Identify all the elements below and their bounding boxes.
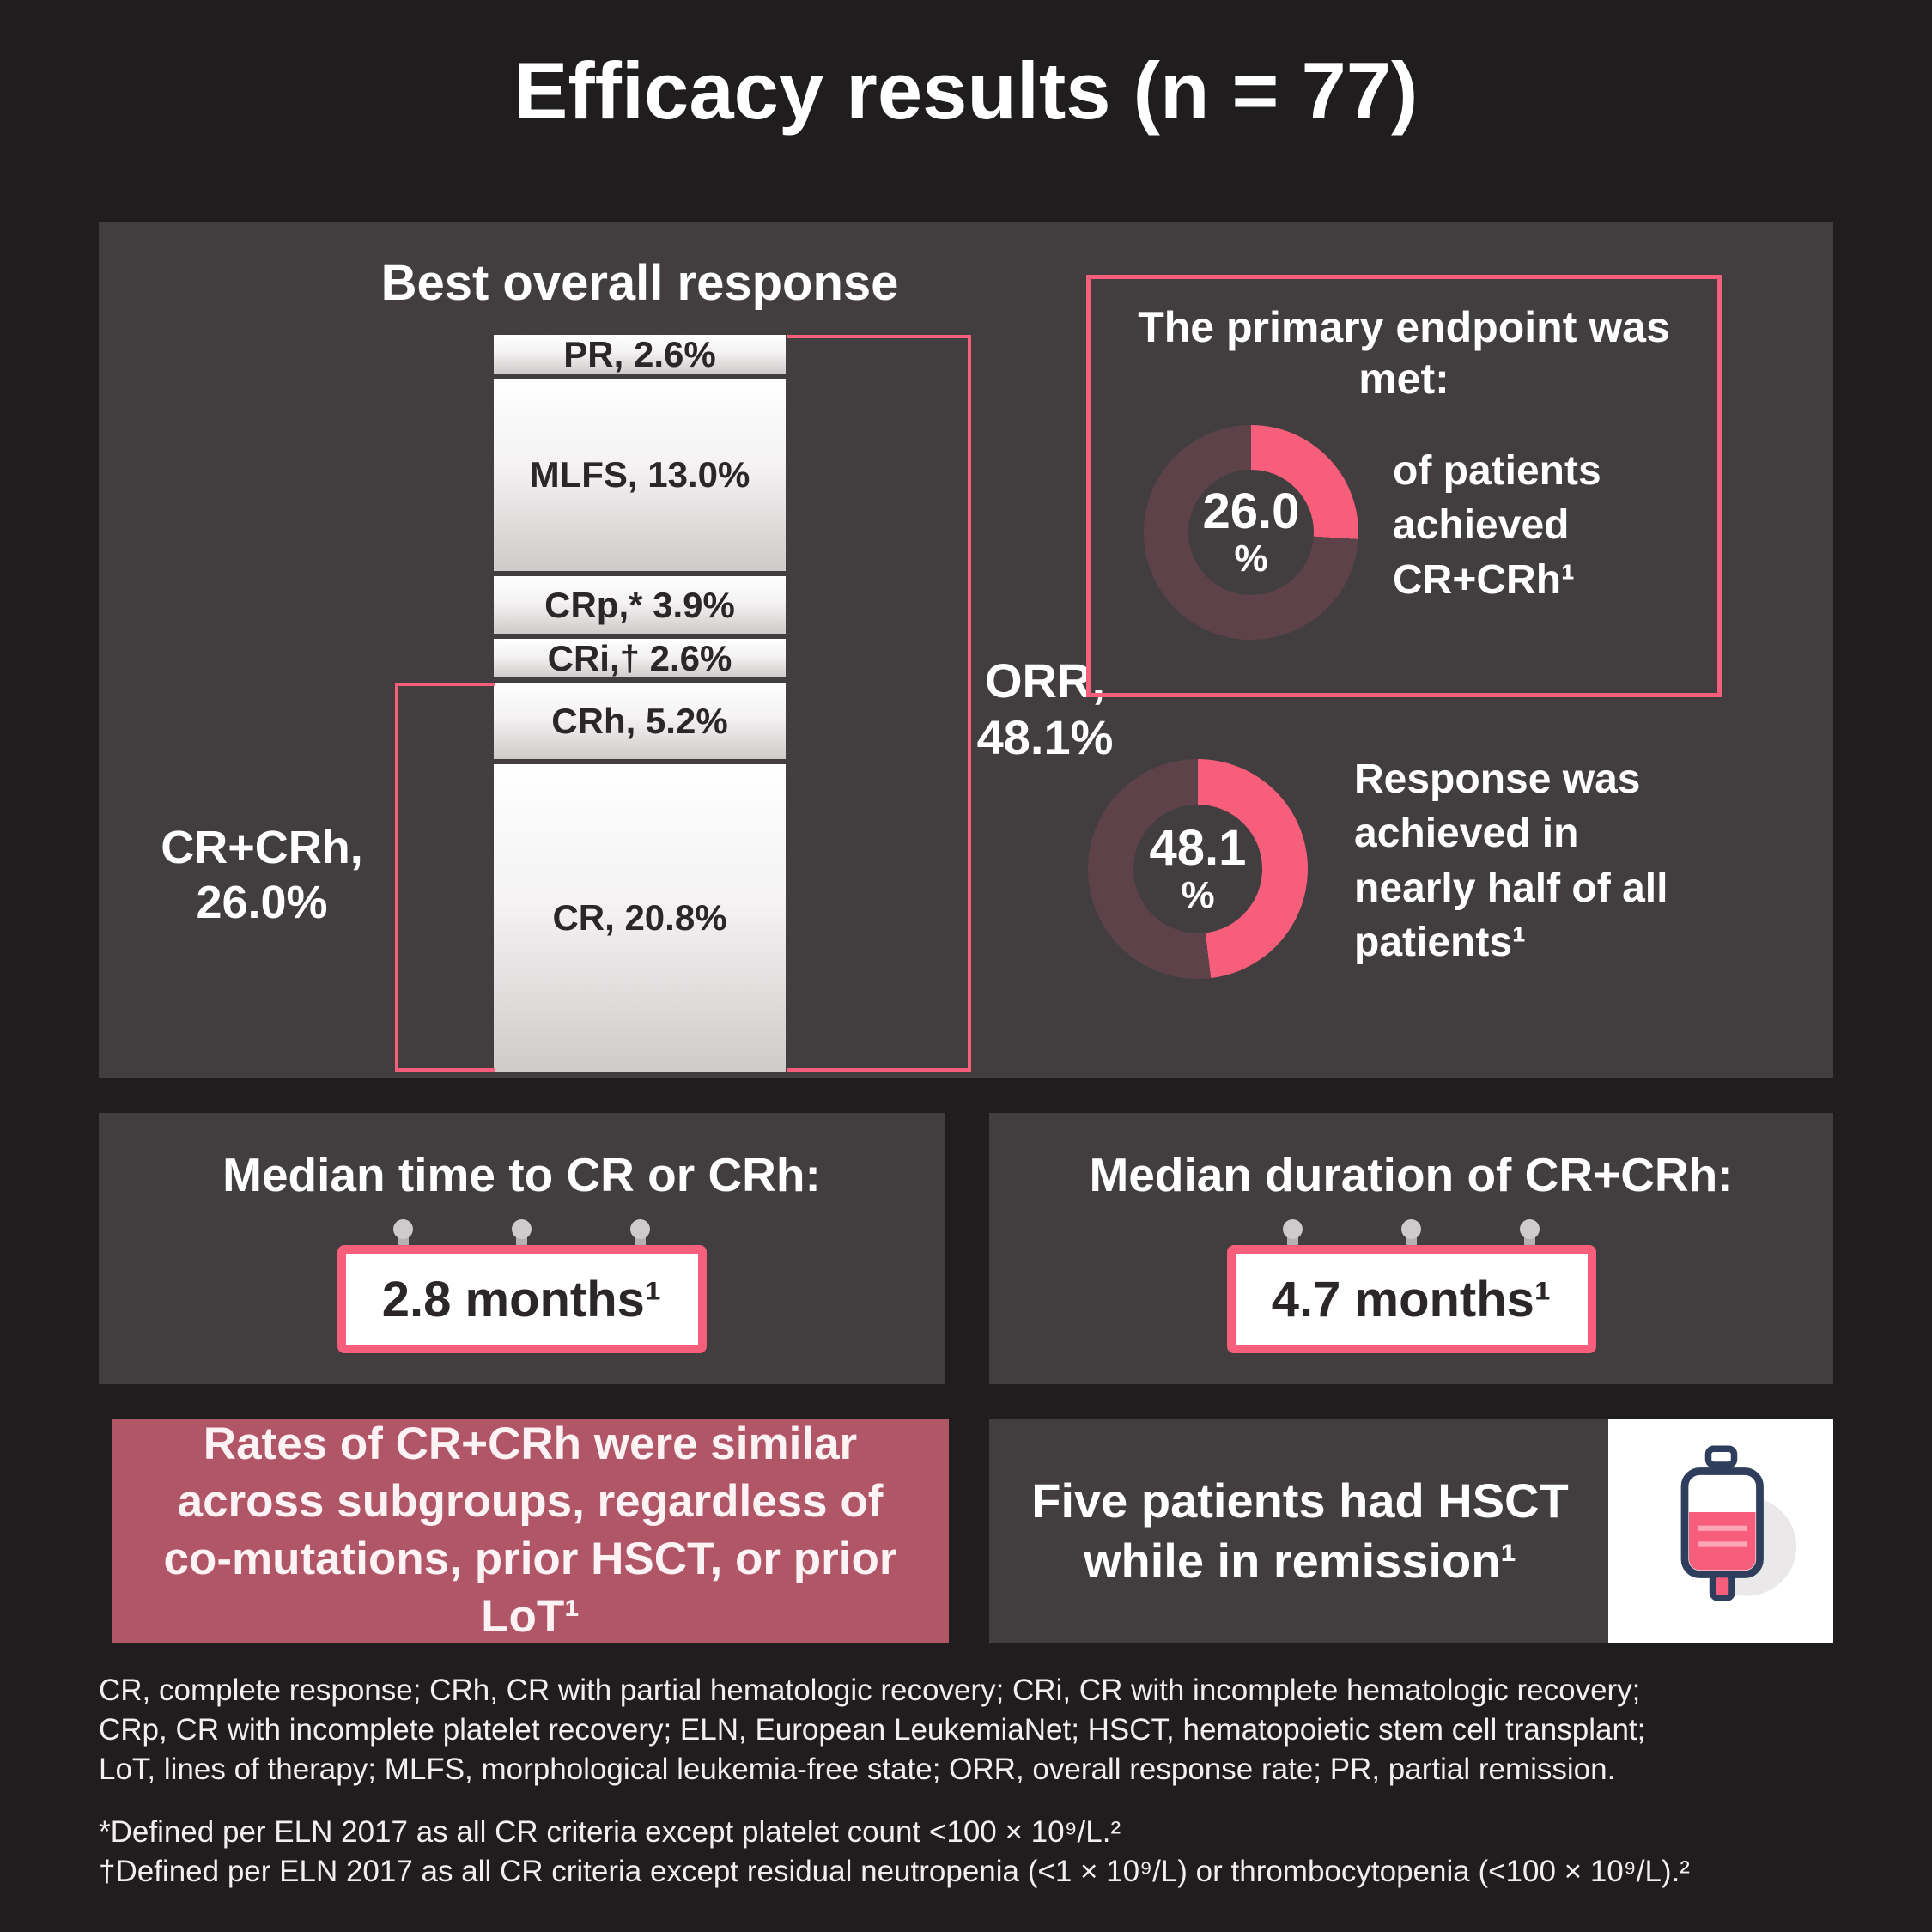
bar-segment-crh: CRh, 5.2% bbox=[494, 683, 786, 759]
bar-segment-cri: CRi,† 2.6% bbox=[494, 639, 786, 677]
donut-value: 26.0 bbox=[1202, 483, 1300, 539]
bar-segment-label: CRi,† 2.6% bbox=[547, 637, 732, 678]
donut-center-label: 48.1 % bbox=[1088, 759, 1308, 979]
hsct-sentence: Five patients had HSCT while in remissio… bbox=[999, 1471, 1601, 1591]
iv-bag-icon bbox=[1680, 1445, 1796, 1601]
donut-hole bbox=[1133, 805, 1262, 933]
cr-crh-label-line1: CR+CRh, bbox=[161, 822, 363, 873]
bar-segment-crp: CRp,* 3.9% bbox=[494, 576, 786, 634]
footnotes: CR, complete response; CRh, CR with part… bbox=[99, 1671, 1850, 1892]
abbreviations-block: CR, complete response; CRh, CR with part… bbox=[99, 1671, 1850, 1790]
donut-hole bbox=[1188, 470, 1314, 595]
donut-value: 48.1 bbox=[1149, 820, 1247, 876]
bar-segment-label: CR, 20.8% bbox=[552, 897, 727, 938]
subgroups-callout: Rates of CR+CRh were similar across subg… bbox=[112, 1419, 949, 1643]
median-time-value: 2.8 months¹ bbox=[337, 1245, 707, 1353]
cr-crh-bracket bbox=[395, 683, 495, 1072]
page-title: Efficacy results (n = 77) bbox=[513, 46, 1419, 136]
orr-bracket-label: ORR, 48.1% bbox=[916, 653, 1174, 766]
hsct-rest: patients had HSCT while in remission¹ bbox=[1083, 1473, 1569, 1588]
donut-chart-48-percent: 48.1 % bbox=[1088, 759, 1308, 979]
hsct-text: Five patients had HSCT while in remissio… bbox=[999, 1419, 1601, 1643]
primary-endpoint-caption: of patients achieved CR+CRh¹ bbox=[1393, 448, 1601, 603]
best-overall-response-panel: Best overall response PR, 2.6% MLFS, 13.0… bbox=[99, 222, 1833, 1078]
abbreviations-line: CR, complete response; CRh, CR with part… bbox=[99, 1674, 1641, 1707]
donut-chart-26-percent: 26.0 % bbox=[1144, 425, 1358, 640]
cr-crh-label-line2: 26.0% bbox=[196, 876, 328, 928]
median-duration-heading: Median duration of CR+CRh: bbox=[1089, 1148, 1734, 1201]
bar-segment-label: PR, 2.6% bbox=[563, 333, 716, 374]
median-duration-value: 4.7 months¹ bbox=[1226, 1245, 1596, 1353]
abbreviations-line: CRp, CR with incomplete platelet recover… bbox=[99, 1713, 1646, 1747]
cr-crh-bracket-label: CR+CRh, 26.0% bbox=[133, 821, 391, 930]
orr-label-line1: ORR, bbox=[985, 653, 1105, 708]
bar-chart-title: Best overall response bbox=[380, 255, 899, 311]
abbreviations-line: LoT, lines of therapy; MLFS, morphologic… bbox=[99, 1753, 1616, 1787]
bar-segment-cr: CR, 20.8% bbox=[494, 764, 786, 1072]
primary-endpoint-heading: The primary endpoint was met: bbox=[1138, 303, 1670, 403]
bar-segment-pr: PR, 2.6% bbox=[494, 335, 786, 374]
footnote-dagger: †Defined per ELN 2017 as all CR criteria… bbox=[99, 1854, 1690, 1888]
definitions-block: *Defined per ELN 2017 as all CR criteria… bbox=[99, 1813, 1850, 1892]
donut-unit: % bbox=[1181, 874, 1215, 916]
orr-bracket bbox=[787, 335, 971, 1072]
footnote-star: *Defined per ELN 2017 as all CR criteria… bbox=[99, 1814, 1121, 1849]
donut-center-label: 26.0 % bbox=[1144, 425, 1358, 640]
hsct-count: Five bbox=[1031, 1473, 1128, 1528]
primary-endpoint-box: The primary endpoint was met: 26.0 % of … bbox=[1086, 275, 1722, 697]
donut-unit: % bbox=[1234, 538, 1268, 580]
response-rate-caption: Response was achieved in nearly half of … bbox=[1354, 756, 1668, 966]
bar-segment-label: CRh, 5.2% bbox=[551, 700, 728, 741]
hsct-panel: Five patients had HSCT while in remissio… bbox=[989, 1419, 1833, 1643]
bar-segment-label: CRp,* 3.9% bbox=[544, 584, 735, 625]
calendar-median-time: 2.8 months¹ bbox=[337, 1219, 707, 1369]
bar-segment-mlfs: MLFS, 13.0% bbox=[494, 379, 786, 571]
subgroups-text: Rates of CR+CRh were similar across subg… bbox=[163, 1419, 897, 1642]
median-time-panel: Median time to CR or CRh: 2.8 months¹ bbox=[99, 1113, 945, 1384]
bar-segment-label: MLFS, 13.0% bbox=[529, 454, 750, 495]
orr-label-line2: 48.1% bbox=[976, 710, 1114, 765]
calendar-median-duration: 4.7 months¹ bbox=[1226, 1219, 1596, 1369]
median-duration-panel: Median duration of CR+CRh: 4.7 months¹ bbox=[989, 1113, 1833, 1384]
iv-bag-icon-container bbox=[1608, 1419, 1833, 1643]
median-time-heading: Median time to CR or CRh: bbox=[222, 1148, 821, 1201]
stacked-bar: PR, 2.6% MLFS, 13.0% CRp,* 3.9% CRi,† 2.6% C… bbox=[494, 335, 786, 1072]
